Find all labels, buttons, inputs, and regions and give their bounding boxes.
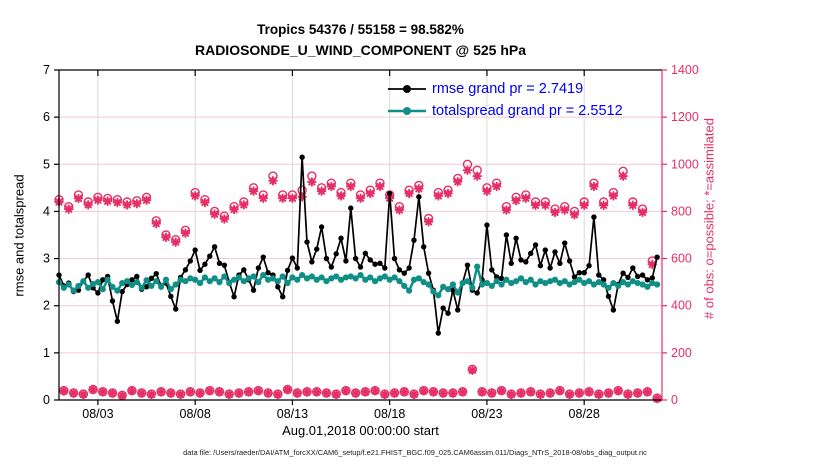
y-tick-label-right: 400 [671, 299, 692, 313]
legend-rmse-label: rmse grand pr = 2.7419 [432, 81, 584, 97]
y-axis-label-left: rmse and totalspread [11, 174, 27, 297]
y-tick-label-right: 0 [671, 393, 678, 407]
y-tick-label-left: 6 [43, 110, 50, 124]
totalspread-series [55, 263, 661, 299]
chart-title-variable: RADIOSONDE_U_WIND_COMPONENT @ 525 hPa [194, 42, 527, 58]
y-tick-label-left: 2 [43, 299, 50, 313]
x-tick-label: 08/28 [569, 407, 600, 421]
y-tick-label-right: 600 [671, 252, 692, 266]
x-axis-label: Aug.01,2018 00:00:00 start [282, 423, 439, 438]
chart-legend: rmse grand pr = 2.7419 totalspread grand… [386, 78, 623, 122]
data-file-path: data file: /Users/raeder/DAI/ATM_forcXX/… [183, 448, 647, 457]
y-tick-label-left: 0 [43, 393, 50, 407]
y-tick-label-right: 800 [671, 204, 692, 218]
legend-totalspread-line-icon [388, 107, 426, 115]
legend-rmse-line-icon [388, 85, 426, 93]
legend-item-totalspread: totalspread grand pr = 2.5512 [386, 100, 623, 122]
y-tick-label-left: 3 [43, 252, 50, 266]
x-tick-label: 08/23 [471, 407, 502, 421]
y-tick-label-right: 1400 [671, 63, 699, 77]
assimilated-count-markers [54, 165, 662, 404]
y-tick-label-left: 5 [43, 157, 50, 171]
y-tick-label-right: 200 [671, 346, 692, 360]
y-tick-label-right: 1200 [671, 110, 699, 124]
y-axis-label-right: # of obs: o=possible; *=assimilated [701, 118, 717, 319]
x-tick-label: 08/03 [82, 407, 113, 421]
y-tick-label-left: 7 [43, 63, 50, 77]
rmse-series [56, 154, 660, 336]
x-tick-label: 08/18 [374, 407, 405, 421]
chart-title-stats: Tropics 54376 / 55158 = 98.582% [257, 22, 464, 37]
legend-item-rmse: rmse grand pr = 2.7419 [386, 78, 623, 100]
x-tick-label: 08/13 [277, 407, 308, 421]
y-tick-label-left: 1 [43, 346, 50, 360]
y-tick-label-left: 4 [43, 204, 50, 218]
y-tick-label-right: 1000 [671, 157, 699, 171]
x-tick-label: 08/08 [180, 407, 211, 421]
legend-totalspread-label: totalspread grand pr = 2.5512 [432, 103, 623, 119]
